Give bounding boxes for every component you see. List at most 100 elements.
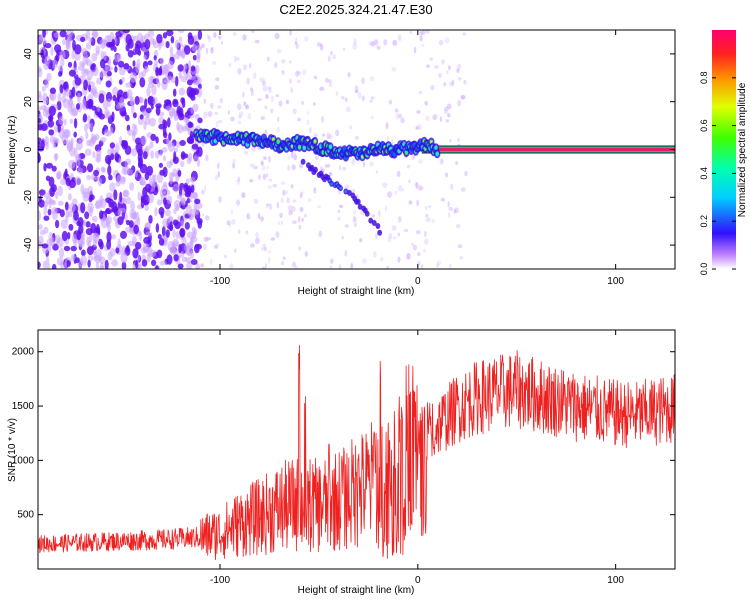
noise-speckle [237, 120, 241, 125]
noise-speckle [142, 151, 148, 160]
noise-speckle [347, 71, 351, 78]
noise-speckle [250, 87, 254, 92]
noise-speckle [167, 60, 174, 70]
noise-speckle [344, 250, 347, 257]
noise-speckle [457, 137, 460, 143]
noise-speckle [137, 148, 143, 157]
noise-speckle [429, 57, 433, 61]
noise-speckle [107, 59, 112, 67]
noise-speckle [125, 114, 130, 122]
noise-speckle [436, 260, 442, 266]
noise-speckle [375, 170, 379, 174]
y-tick-label: 40 [23, 48, 34, 60]
noise-speckle [387, 237, 391, 243]
noise-speckle [179, 140, 186, 146]
noise-speckle [446, 103, 452, 110]
noise-speckle [276, 201, 280, 209]
noise-speckle [71, 86, 76, 98]
noise-speckle [228, 63, 232, 67]
noise-speckle [108, 201, 114, 208]
snr-series-line [38, 345, 675, 561]
noise-speckle [287, 165, 291, 171]
noise-speckle [409, 30, 412, 34]
noise-speckle [253, 198, 259, 204]
noise-speckle [447, 201, 450, 208]
noise-speckle [148, 75, 154, 85]
noise-speckle [282, 190, 288, 195]
noise-speckle [38, 105, 42, 112]
noise-speckle [173, 207, 177, 215]
y-tick-label: 1500 [12, 401, 35, 412]
noise-speckle [215, 121, 219, 128]
noise-speckle [60, 178, 67, 186]
noise-speckle [220, 41, 224, 45]
noise-speckle [376, 45, 381, 50]
noise-speckle [186, 71, 191, 78]
noise-speckle [77, 217, 84, 227]
noise-speckle [170, 76, 176, 84]
noise-speckle [447, 212, 451, 218]
noise-speckle [272, 183, 278, 188]
noise-speckle [440, 197, 445, 202]
noise-speckle [144, 33, 150, 40]
noise-speckle [254, 39, 260, 44]
noise-speckle [167, 142, 175, 152]
noise-speckle [335, 90, 339, 97]
noise-speckle [460, 95, 466, 100]
noise-speckle [161, 147, 168, 153]
noise-speckle [449, 138, 452, 143]
noise-speckle [57, 92, 62, 103]
noise-speckle [189, 130, 194, 140]
noise-speckle [190, 184, 195, 194]
noise-speckle [337, 216, 341, 221]
noise-speckle [55, 219, 60, 229]
noise-speckle [268, 250, 272, 254]
noise-speckle [436, 263, 439, 268]
noise-speckle [114, 151, 120, 162]
noise-speckle [51, 165, 57, 172]
noise-speckle [70, 245, 77, 252]
noise-speckle [453, 209, 457, 214]
noise-speckle [280, 220, 283, 226]
noise-speckle [64, 168, 68, 178]
noise-speckle [155, 265, 159, 269]
noise-speckle [191, 226, 196, 234]
noise-speckle [289, 78, 292, 84]
noise-speckle [415, 126, 419, 130]
noise-speckle [210, 46, 214, 51]
noise-speckle [262, 243, 267, 250]
colorbar: 0.0 0.2 0.4 0.6 0.8 Normalized spectral ampl… [699, 30, 748, 275]
noise-speckle [410, 242, 415, 247]
noise-speckle [439, 116, 442, 123]
noise-speckle [218, 196, 222, 203]
noise-speckle [266, 203, 270, 207]
noise-speckle [62, 38, 66, 46]
noise-speckle [319, 86, 325, 92]
noise-speckle [190, 259, 198, 265]
noise-speckle [50, 46, 54, 56]
noise-speckle [423, 248, 426, 253]
noise-speckle [109, 142, 116, 149]
noise-speckle [91, 105, 97, 111]
noise-speckle [74, 77, 82, 86]
noise-speckle [154, 207, 158, 217]
noise-speckle [96, 149, 102, 157]
noise-speckle [90, 222, 97, 234]
noise-speckle [395, 112, 400, 120]
snr-panel: -100 0 100 500 1000 1500 2000 Height of straig… [7, 329, 676, 596]
noise-speckle [99, 210, 104, 220]
noise-speckle [88, 84, 92, 92]
noise-speckle [361, 95, 365, 102]
noise-speckle [265, 173, 269, 178]
noise-speckle [383, 39, 388, 46]
noise-speckle [143, 121, 147, 131]
noise-speckle [270, 95, 274, 103]
noise-speckle [361, 77, 365, 85]
noise-speckle [147, 60, 153, 66]
noise-speckle [105, 197, 112, 203]
noise-speckle [241, 192, 246, 199]
noise-speckle [154, 150, 160, 159]
noise-speckle [330, 258, 334, 264]
noise-speckle [143, 199, 148, 206]
noise-speckle [263, 156, 267, 160]
